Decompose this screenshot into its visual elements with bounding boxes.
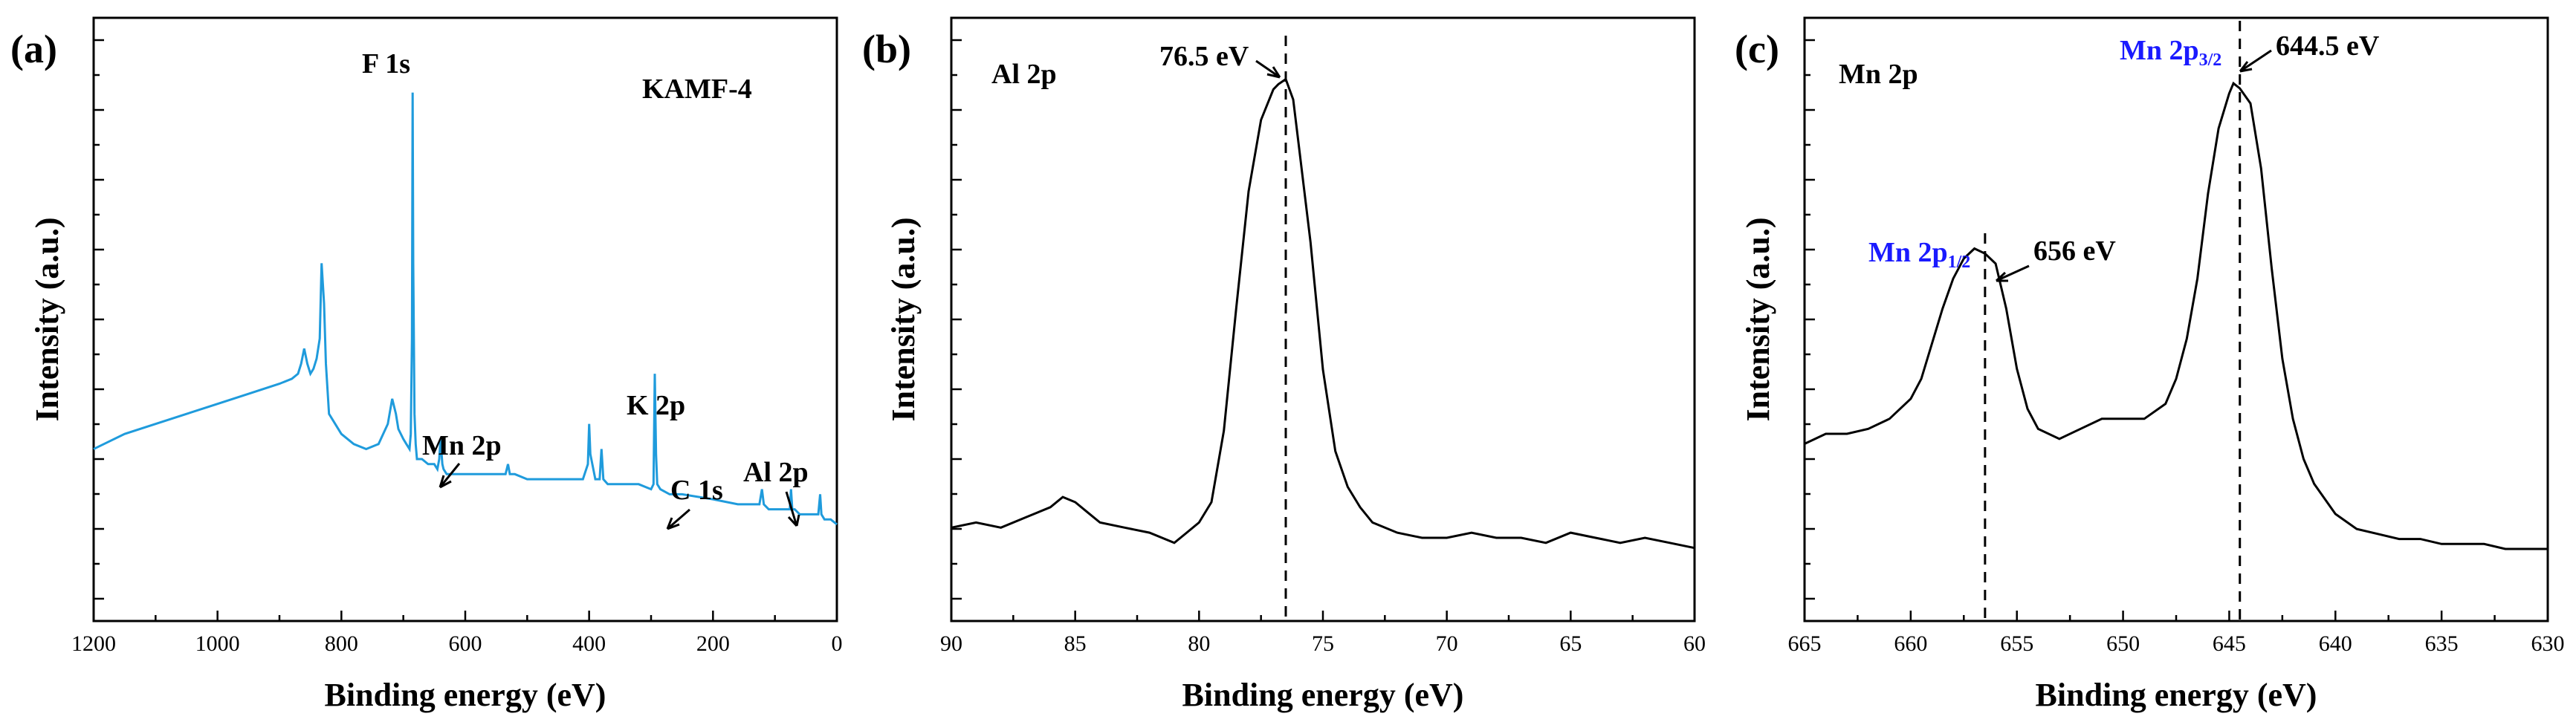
annotation-mn2p: Mn 2p xyxy=(422,430,502,461)
panel-b: (b) 90 85 80 75 70 65 60 Al 2p 76.5 eV Binding… xyxy=(862,16,1706,713)
panel-b-region-label: Al 2p xyxy=(991,59,1057,90)
peak-name-2p12-sub: 1/2 xyxy=(1948,253,1971,272)
panel-b-y-ticks xyxy=(951,39,962,600)
panel-c-x-ticks: 665 660 655 650 645 640 635 630 xyxy=(1788,611,2565,656)
panel-a-x-tick-label: 800 xyxy=(325,631,358,656)
panel-c-peak-name-2p32: Mn 2p3/2 xyxy=(2120,35,2221,70)
annotation-al2p: Al 2p xyxy=(743,457,809,488)
panel-b-x-axis-label: Binding energy (eV) xyxy=(1182,677,1464,713)
panel-b-x-ticks: 90 85 80 75 70 65 60 xyxy=(940,611,1706,656)
panel-a-plot-frame xyxy=(92,16,838,622)
annotation-al2p-arrow xyxy=(785,491,800,527)
panel-c-x-tick-label: 650 xyxy=(2106,631,2140,656)
panel-c: (c) 665 660 655 650 645 640 635 630 Mn 2p Mn 2p… xyxy=(1735,16,2565,713)
panel-c-tag: (c) xyxy=(1735,27,1779,71)
panel-c-peak-label-2p32: 644.5 eV xyxy=(2276,30,2380,62)
panel-b-x-tick-label: 90 xyxy=(940,631,962,656)
panel-a-x-axis-label: Binding energy (eV) xyxy=(325,677,606,713)
panel-c-plot-frame xyxy=(1803,16,2549,622)
panel-c-peak-name-2p12: Mn 2p1/2 xyxy=(1868,237,1970,272)
panel-a-tag: (a) xyxy=(10,27,57,71)
panel-a-x-ticks: 1200 1000 800 600 400 200 0 xyxy=(71,611,843,656)
panel-b-x-tick-label: 60 xyxy=(1683,631,1706,656)
panel-c-peak-arrow-2p12 xyxy=(1995,264,2030,282)
panel-b-y-axis-label: Intensity (a.u.) xyxy=(885,217,922,421)
panel-b-x-tick-label: 85 xyxy=(1064,631,1087,656)
panel-b-x-tick-label: 70 xyxy=(1436,631,1458,656)
panel-c-x-tick-label: 655 xyxy=(2000,631,2033,656)
annotation-mn2p-arrow xyxy=(438,463,461,489)
panel-a-x-tick-label: 1000 xyxy=(195,631,240,656)
panel-a-x-tick-label: 200 xyxy=(696,631,730,656)
panel-c-x-tick-label: 660 xyxy=(1894,631,1927,656)
panel-c-x-tick-label: 630 xyxy=(2531,631,2565,656)
panel-c-peak-label-2p12: 656 eV xyxy=(2033,235,2116,267)
annotation-c1s-arrow xyxy=(666,508,690,530)
panel-b-al2p-line xyxy=(951,77,1695,550)
panel-b-x-tick-label: 80 xyxy=(1188,631,1210,656)
peak-name-2p32-sub: 3/2 xyxy=(2199,51,2222,70)
panel-b-peak-label: 76.5 eV xyxy=(1159,41,1249,72)
panel-c-x-axis-label: Binding energy (eV) xyxy=(2036,677,2317,713)
panel-b-tag: (b) xyxy=(862,27,911,71)
annotation-k2p: K 2p xyxy=(627,390,685,421)
panel-c-x-tick-label: 640 xyxy=(2319,631,2352,656)
panel-b-peak-arrow xyxy=(1255,59,1281,79)
annotation-c1s: C 1s xyxy=(670,475,723,506)
panel-a-x-tick-label: 1200 xyxy=(71,631,116,656)
panel-b-plot-frame xyxy=(950,16,1696,622)
panel-c-peak-arrow-2p32 xyxy=(2239,49,2272,73)
panel-c-x-tick-label: 635 xyxy=(2425,631,2459,656)
panel-c-region-label: Mn 2p xyxy=(1839,59,1918,90)
panel-a-y-axis-label: Intensity (a.u.) xyxy=(29,217,65,421)
panel-a-x-tick-label: 0 xyxy=(832,631,843,656)
panel-a-x-tick-label: 400 xyxy=(572,631,606,656)
peak-name-2p12-main: Mn 2p xyxy=(1868,237,1948,268)
panel-c-x-tick-label: 665 xyxy=(1788,631,1822,656)
annotation-f1s: F 1s xyxy=(362,48,410,79)
peak-name-2p32-main: Mn 2p xyxy=(2120,35,2199,66)
panel-a: (a) 1200 1000 800 600 400 200 0 KAMF-4 F 1s Mn… xyxy=(10,16,843,713)
panel-a-x-tick-label: 600 xyxy=(449,631,482,656)
panel-a-y-ticks xyxy=(94,39,104,600)
panel-c-mn2p-line xyxy=(1804,81,2548,550)
panel-a-survey-line xyxy=(93,92,838,526)
panel-a-sample-label: KAMF-4 xyxy=(642,74,752,105)
panel-b-x-tick-label: 75 xyxy=(1312,631,1334,656)
panel-c-y-ticks xyxy=(1805,39,1815,600)
panel-c-x-tick-label: 645 xyxy=(2213,631,2246,656)
panel-c-y-axis-label: Intensity (a.u.) xyxy=(1740,217,1776,421)
panel-b-x-tick-label: 65 xyxy=(1559,631,1582,656)
